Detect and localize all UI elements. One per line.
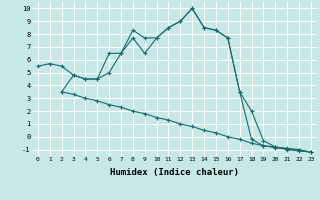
X-axis label: Humidex (Indice chaleur): Humidex (Indice chaleur) xyxy=(110,168,239,177)
